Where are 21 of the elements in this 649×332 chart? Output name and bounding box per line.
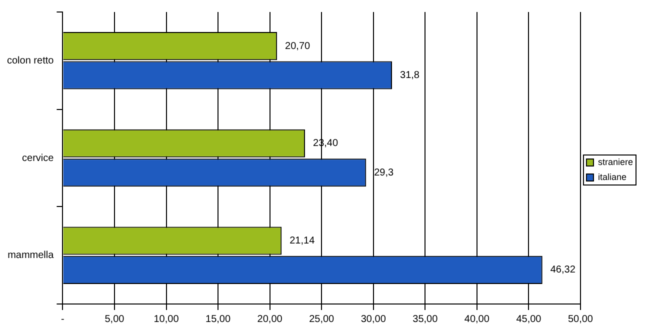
x-tick-label: 25,00 <box>309 314 335 325</box>
x-tick-label: 45,00 <box>516 314 542 325</box>
data-label: 46,32 <box>550 264 576 276</box>
x-tick-label: 10,00 <box>154 314 180 325</box>
x-tick-label: 35,00 <box>412 314 438 325</box>
x-tick-label: 20,00 <box>257 314 283 325</box>
x-tick-label: 15,00 <box>206 314 231 325</box>
legend-label: italiane <box>598 172 627 182</box>
x-tick-label: 50,00 <box>568 314 594 325</box>
y-tick-label: cervice <box>22 152 54 164</box>
y-tick-label: colon retto <box>6 55 54 66</box>
x-tick-label: 30,00 <box>360 314 386 325</box>
data-label: 29,3 <box>374 167 394 178</box>
data-label: 21,14 <box>290 235 316 246</box>
data-label: 31,8 <box>400 70 420 82</box>
x-tick-label: 5,00 <box>104 314 125 325</box>
data-label: 20,70 <box>285 40 311 52</box>
x-tick-label: - <box>61 314 64 325</box>
legend-label: straniere <box>598 156 633 167</box>
y-tick-label: mammella <box>8 250 54 262</box>
x-tick-label: 40,00 <box>464 314 490 325</box>
